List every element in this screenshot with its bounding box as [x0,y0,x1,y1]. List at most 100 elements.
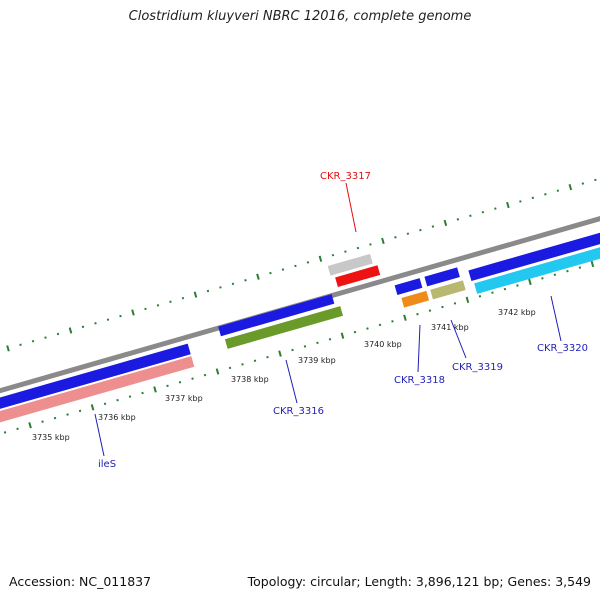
gene-feature-iles[interactable] [0,356,195,433]
gene-feature-ckr3317-rna[interactable] [327,253,373,276]
leader-line [345,182,357,233]
scale-label: 3738 kbp [231,375,269,384]
major-tick [568,183,573,191]
minor-tick [356,246,360,250]
leader-line [450,319,467,359]
gene-label-ckr3318[interactable]: CKR_3318 [394,375,445,386]
gene-label-iles[interactable]: ileS [98,459,116,470]
leader-line [550,295,562,342]
minor-tick [328,338,332,341]
minor-tick [294,264,297,268]
gene-feature-ckr3318[interactable] [401,290,430,308]
major-tick [340,332,345,339]
minor-tick [206,289,210,293]
minor-tick [306,261,310,264]
major-tick [318,255,323,262]
minor-tick [481,210,485,214]
minor-tick [344,250,347,253]
minor-tick [469,214,472,218]
major-tick [403,314,407,321]
minor-tick [416,312,419,316]
minor-tick [41,420,44,423]
minor-tick [281,268,285,271]
minor-tick [331,253,335,257]
leader-line [285,359,298,404]
scale-label: 3740 kbp [364,340,402,349]
scale-label: 3739 kbp [298,356,336,365]
minor-tick [78,409,82,413]
minor-tick [531,196,535,200]
minor-tick [181,296,185,300]
minor-tick [594,178,597,182]
minor-tick [566,269,569,273]
minor-tick [119,314,122,318]
minor-tick [31,339,35,343]
major-tick [381,237,385,245]
minor-tick [44,336,47,339]
minor-tick [431,225,435,228]
gene-feature-ckr3320-cds[interactable] [468,226,600,282]
minor-tick [519,200,522,203]
minor-tick [503,287,507,291]
minor-tick [266,355,269,359]
major-tick [465,296,470,303]
minor-tick [253,359,257,362]
gene-feature-ckr3320[interactable] [474,239,600,294]
minor-tick [553,273,557,276]
minor-tick [394,236,397,239]
major-tick [506,201,510,209]
major-tick [278,350,282,357]
minor-tick [406,232,410,235]
major-tick [131,309,135,316]
gene-feature-ckr3318-cds[interactable] [394,278,423,295]
major-tick [256,273,260,280]
minor-tick [81,325,85,329]
major-tick [6,345,10,352]
minor-tick [191,377,194,380]
gene-feature-ckr3317[interactable] [335,265,381,288]
minor-tick [116,398,119,402]
scale-label: 3735 kbp [32,433,70,442]
gene-label-ckr3319[interactable]: CKR_3319 [452,362,503,373]
accession-text: Accession: NC_011837 [9,574,152,589]
major-tick [528,278,532,286]
minor-tick [244,279,247,282]
minor-tick [141,391,144,395]
minor-tick [128,395,132,398]
minor-tick [478,295,482,298]
major-tick [153,386,157,393]
minor-tick [581,182,585,185]
minor-tick [53,416,57,420]
minor-tick [494,207,497,210]
major-tick [443,219,448,227]
gene-feature-ckr3316-cds[interactable] [218,294,335,337]
minor-tick [491,291,494,294]
gene-label-ckr3317[interactable]: CKR_3317 [320,171,371,182]
gene-feature-ckr3316[interactable] [224,306,344,349]
minor-tick [391,320,394,323]
major-tick [193,291,198,298]
minor-tick [353,330,357,334]
minor-tick [453,302,457,305]
gene-label-ckr3320[interactable]: CKR_3320 [537,343,588,354]
minor-tick [544,193,547,196]
minor-tick [203,373,207,377]
minor-tick [578,266,582,269]
major-tick [68,327,73,334]
scale-labels: 3735 kbp 3736 kbp 3737 kbp 3738 kbp 3739… [32,308,536,442]
minor-tick [106,318,110,321]
minor-tick [3,431,7,434]
gene-feature-iles-cds[interactable] [0,343,191,421]
minor-tick [303,345,307,348]
scale-label: 3742 kbp [498,308,536,317]
minor-tick [16,427,19,431]
minor-tick [366,327,369,330]
gene-feature-ckr3319-cds[interactable] [424,267,460,287]
gene-feature-ckr3319[interactable] [430,280,466,300]
minor-tick [94,322,97,325]
scale-label: 3741 kbp [431,323,469,332]
minor-tick [516,284,519,287]
gene-label-ckr3316[interactable]: CKR_3316 [273,406,324,417]
minor-tick [228,366,232,370]
minor-tick [556,189,560,192]
